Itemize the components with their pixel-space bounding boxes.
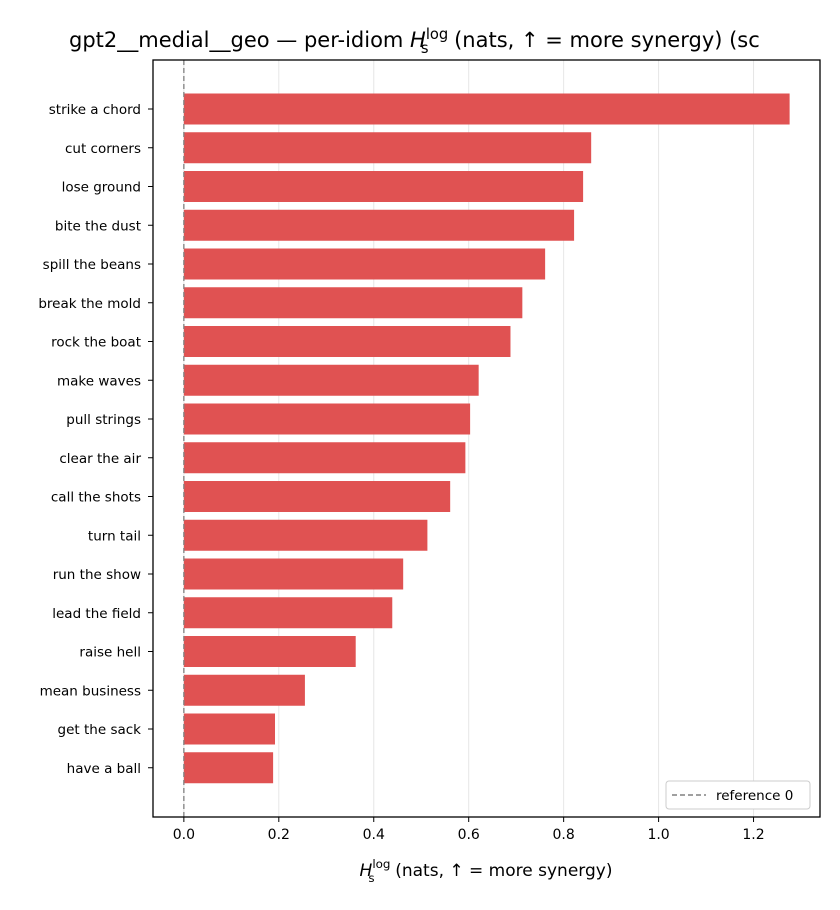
x-tick-label: 0.0: [173, 827, 195, 843]
category-label: call the shots: [51, 490, 141, 506]
bar: [183, 519, 428, 551]
bars: [183, 93, 790, 784]
category-label: spill the beans: [43, 257, 141, 273]
bar: [183, 171, 584, 202]
x-tick-label: 1.0: [647, 827, 669, 843]
x-tick-label: 0.2: [268, 827, 290, 843]
legend-box: [665, 780, 811, 810]
category-label: turn tail: [88, 528, 141, 544]
category-label: lose ground: [62, 180, 141, 196]
bar: [183, 287, 523, 319]
category-label: have a ball: [67, 761, 141, 777]
bar: [183, 481, 451, 512]
bar: [183, 442, 466, 474]
bar: [183, 597, 393, 629]
bar: [183, 209, 575, 241]
x-tick-label: 0.6: [458, 827, 480, 843]
category-label: raise hell: [79, 645, 141, 661]
bar: [183, 558, 404, 590]
category-label: cut corners: [65, 141, 141, 157]
category-label: bite the dust: [55, 218, 141, 234]
bar: [183, 132, 592, 164]
category-label: get the sack: [58, 722, 142, 738]
bar: [183, 403, 471, 435]
x-axis-label: Hlog s (nats, ↑ = more synergy): [360, 857, 613, 885]
bar: [183, 248, 546, 280]
x-tick-label: 1.2: [742, 827, 764, 843]
legend-label-reference-0: reference 0: [716, 788, 793, 804]
x-axis-ticks: 0.0 0.2 0.4 0.6 0.8 1.0 1.2: [173, 817, 765, 843]
category-label: make waves: [57, 373, 141, 389]
x-tick-label: 0.8: [553, 827, 575, 843]
chart-title: gpt2__medial__geo — per-idiom Hlog s (nat…: [69, 26, 760, 57]
bar: [183, 752, 274, 784]
category-label: pull strings: [66, 412, 141, 428]
bar: [183, 364, 479, 396]
legend: reference 0: [665, 780, 811, 810]
category-label: rock the boat: [51, 335, 141, 351]
bar: [183, 636, 356, 667]
bar: [183, 674, 305, 706]
category-label: break the mold: [38, 296, 141, 312]
category-label: clear the air: [59, 451, 141, 467]
bar: [183, 93, 790, 125]
plot-frame: [152, 59, 821, 818]
category-label: run the show: [53, 567, 141, 583]
x-tick-label: 0.4: [363, 827, 385, 843]
y-axis-ticks: strike a chord cut corners lose ground bite…: [38, 102, 153, 777]
category-label: lead the field: [52, 606, 141, 622]
category-label: strike a chord: [49, 102, 141, 118]
bar: [183, 713, 276, 745]
category-label: mean business: [40, 683, 141, 699]
bar: [183, 326, 511, 357]
